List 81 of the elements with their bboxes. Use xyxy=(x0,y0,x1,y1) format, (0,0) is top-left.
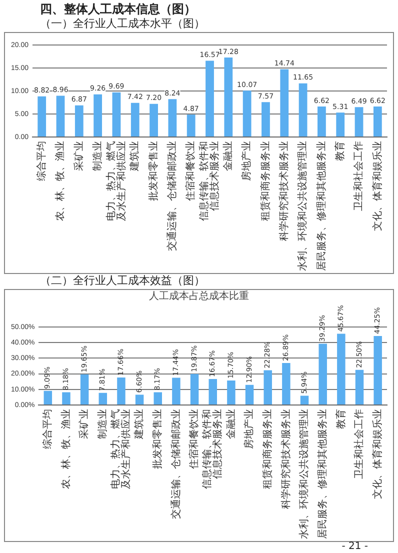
x-tick-label: 租赁和商务服务业 xyxy=(261,409,274,489)
x-tick-label: 制造业 xyxy=(91,141,104,171)
bar xyxy=(112,92,121,136)
text: 四、整体人工成本信息（图） xyxy=(40,2,197,17)
bar xyxy=(206,60,214,136)
x-tick-label: 综合平均 xyxy=(35,141,48,181)
bar xyxy=(227,380,236,404)
bar xyxy=(262,102,270,136)
x-tick-label: 电力、热力、燃气及水生产和供应业 xyxy=(110,409,132,489)
bar xyxy=(242,90,252,136)
chart-title: 人工成本占总成本比重 xyxy=(148,291,250,303)
chart-title: （一）全行业人工成本水平（图） xyxy=(40,17,206,31)
bar xyxy=(373,106,382,136)
text: （二）全行业人工成本效益（图） xyxy=(40,274,206,288)
x-tick-label: 科学研究和技术服务业 xyxy=(280,409,292,509)
x-tick-label: 采矿业 xyxy=(78,409,90,439)
bar xyxy=(354,107,364,136)
bar xyxy=(98,392,108,404)
bar xyxy=(208,378,217,404)
bar xyxy=(135,394,144,404)
bar xyxy=(150,104,158,136)
x-tick-label: 房地产业 xyxy=(243,409,256,449)
x-tick-label: 科学研究和技术服务业 xyxy=(278,141,290,241)
x-tick-label: 采矿业 xyxy=(72,141,85,171)
text: - 21 - xyxy=(342,541,368,552)
bar xyxy=(318,106,326,136)
x-tick-label: 水利、环境和公共设施管理业 xyxy=(296,141,309,271)
x-tick-label: 金融业 xyxy=(224,409,237,439)
bar xyxy=(172,378,180,404)
bar xyxy=(224,58,233,136)
bar xyxy=(318,344,327,404)
x-tick-label: 建筑业 xyxy=(128,141,141,172)
bar xyxy=(80,374,89,404)
x-tick-label: 卫生和社会工作 xyxy=(353,409,366,479)
x-tick-label: 农、林、牧、渔业 xyxy=(54,141,66,221)
bar xyxy=(336,112,345,136)
x-tick-label: 交通运输、仓储和邮政业 xyxy=(170,409,182,519)
bar xyxy=(56,96,65,136)
x-tick-label: 房地产业 xyxy=(240,141,253,181)
x-tick-label: 信息传输、软件和信息技术服务业 xyxy=(198,141,221,221)
bar xyxy=(130,102,140,136)
bar xyxy=(264,370,272,404)
x-tick-label: 建筑业 xyxy=(133,409,146,440)
x-tick-label: 文化、体育和娱乐业 xyxy=(371,409,384,499)
x-tick-label: 教育 xyxy=(334,409,347,429)
bar xyxy=(190,374,199,404)
bar xyxy=(374,336,382,404)
x-tick-label: 电力、热力、燃气及水生产和供应业 xyxy=(104,141,128,221)
x-tick-label: 综合平均 xyxy=(42,409,54,449)
bar xyxy=(282,363,290,404)
x-tick-label: 批发和零售业 xyxy=(147,141,160,201)
bar xyxy=(154,392,162,404)
x-tick-label: 居民服务、修理和其他服务业 xyxy=(316,409,328,539)
bar xyxy=(298,83,308,136)
bar xyxy=(337,334,346,404)
x-tick-label: 信息传输、软件和信息技术服务业 xyxy=(201,409,224,489)
bar xyxy=(245,384,254,404)
bar xyxy=(186,114,196,136)
x-tick-label: 交通运输、仓储和邮政业 xyxy=(166,141,178,251)
x-tick-label: 住宿和餐饮业 xyxy=(184,141,197,201)
bar xyxy=(117,377,126,404)
x-tick-label: 居民服务、修理和其他服务业 xyxy=(315,141,328,271)
x-tick-label: 批发和零售业 xyxy=(151,409,164,469)
bar xyxy=(74,105,84,136)
bar xyxy=(168,99,177,136)
x-tick-label: 农、林、牧、渔业 xyxy=(60,409,72,489)
bar xyxy=(62,392,70,404)
x-tick-label: 教育 xyxy=(334,141,346,161)
x-tick-label: 卫生和社会工作 xyxy=(352,141,365,211)
bar xyxy=(280,69,289,136)
x-tick-label: 水利、环境和公共设施管理业 xyxy=(298,409,310,539)
x-tick-label: 金融业 xyxy=(222,141,234,171)
bar xyxy=(38,96,46,136)
bar xyxy=(355,370,364,404)
bar xyxy=(300,396,309,404)
bar xyxy=(94,94,102,136)
x-tick-label: 住宿和餐饮业 xyxy=(188,409,200,469)
x-tick-label: 租赁和商务服务业 xyxy=(259,141,272,221)
bar xyxy=(44,390,52,404)
x-tick-label: 文化、体育和娱乐业 xyxy=(371,141,384,231)
x-tick-label: 制造业 xyxy=(96,409,108,439)
